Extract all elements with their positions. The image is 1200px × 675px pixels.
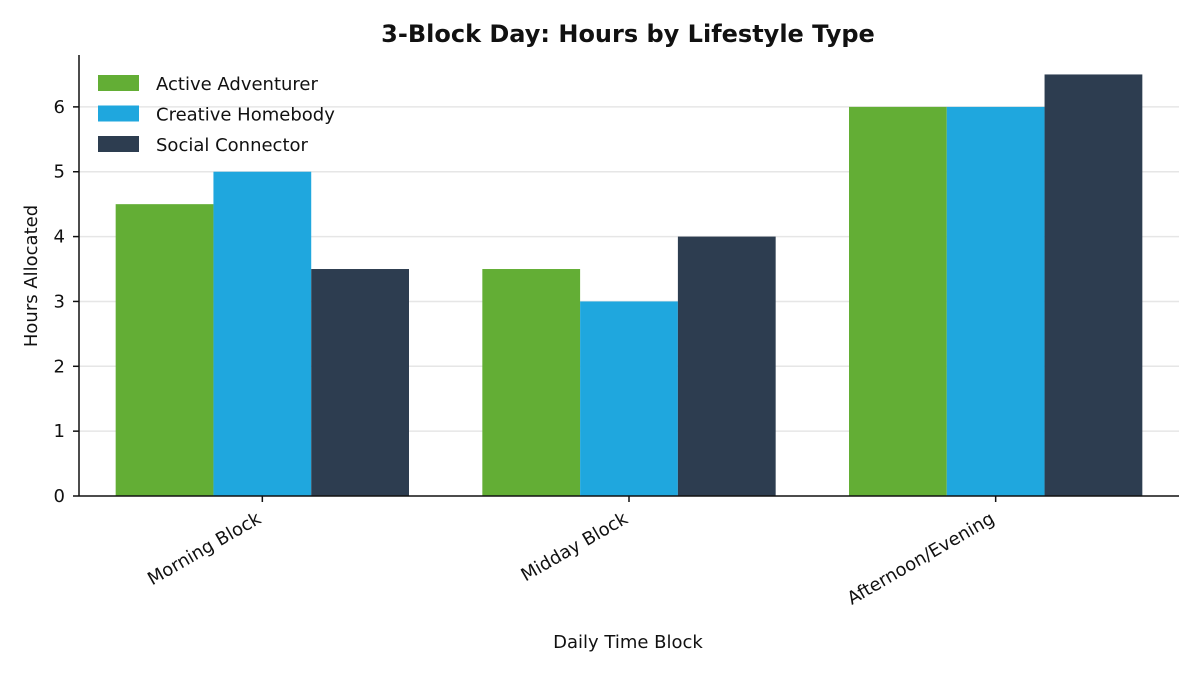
legend-label: Creative Homebody [156,105,335,126]
legend: Active Adventurer Creative Homebody Social… [98,74,335,156]
legend-swatch [98,136,139,152]
x-axis-label: Daily Time Block [553,632,703,653]
chart-title: 3-Block Day: Hours by Lifestyle Type [381,20,875,48]
y-tick-label: 3 [54,291,65,312]
bar [580,301,678,496]
legend-swatch [98,105,139,122]
legend-label: Social Connector [156,135,309,156]
x-tick-label: Morning Block [144,508,265,590]
bar [1044,74,1143,497]
bar [311,269,409,496]
x-ticks: Morning Block Midday Block Afternoon/Eveni… [144,496,998,609]
y-tick-label: 4 [54,227,65,248]
legend-swatch [98,75,139,91]
y-ticks: 0 1 2 3 4 5 6 [54,97,79,507]
y-tick-label: 5 [54,162,65,183]
y-tick-label: 1 [54,421,65,442]
bar [482,269,581,496]
y-tick-label: 2 [54,356,65,377]
y-tick-label: 6 [54,97,65,118]
bar [677,236,776,496]
bar [946,106,1045,496]
bar [115,204,214,497]
x-tick-label: Midday Block [518,508,632,586]
legend-label: Active Adventurer [156,74,319,95]
y-tick-label: 0 [54,486,65,507]
bar [849,106,947,496]
y-axis-label: Hours Allocated [21,205,42,347]
bar [213,171,312,496]
x-tick-label: Afternoon/Evening [844,508,998,609]
bars [115,74,1143,497]
